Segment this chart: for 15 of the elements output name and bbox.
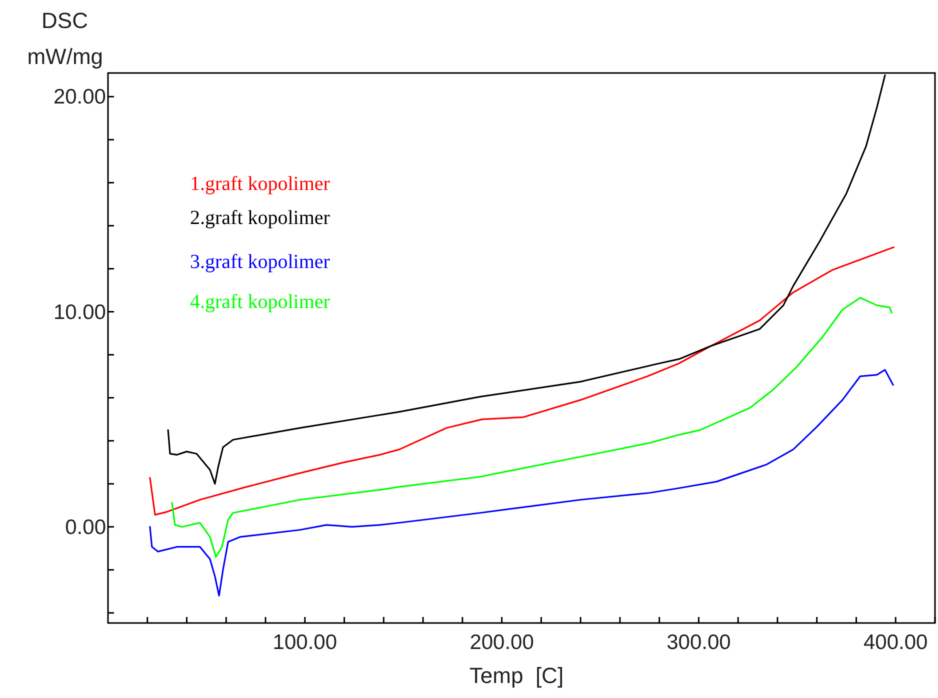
y-axis-title: DSC mW/mg: [27, 8, 103, 69]
y-tick-label: 10.00: [53, 300, 106, 324]
x-tick-label: 200.00: [470, 631, 534, 654]
y-tick-label: 20.00: [53, 86, 106, 109]
line-series: [149, 246, 894, 516]
x-tick-label: 100.00: [272, 631, 338, 654]
line-series: [149, 369, 894, 596]
text: 3.graft kopolimer: [190, 251, 330, 273]
y-tick-label: 0.00: [65, 516, 106, 539]
x-tick-label: 300.00: [666, 631, 731, 654]
text: 1.graft kopolimer: [190, 173, 330, 195]
x-tick-label: 400.00: [864, 631, 928, 654]
x-axis-title: Temp [C]: [469, 663, 564, 688]
text: 4.graft kopolimer: [190, 291, 330, 313]
text: 2.graft kopolimer: [190, 207, 330, 229]
